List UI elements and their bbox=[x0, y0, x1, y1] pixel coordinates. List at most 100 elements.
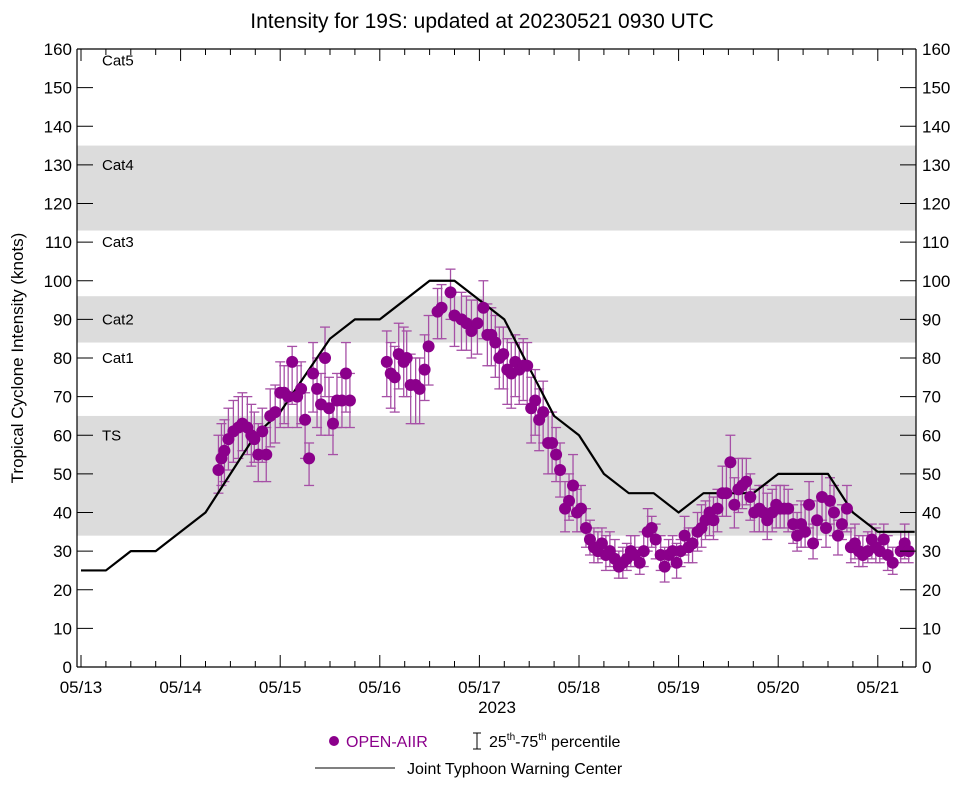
open-aiir-point bbox=[554, 464, 567, 477]
open-aiir-point bbox=[637, 545, 650, 558]
category-label-cat4: Cat4 bbox=[102, 157, 134, 174]
open-aiir-point bbox=[307, 367, 320, 380]
open-aiir-point bbox=[563, 494, 576, 507]
open-aiir-point bbox=[311, 382, 324, 395]
open-aiir-point bbox=[807, 537, 820, 550]
open-aiir-point bbox=[546, 436, 559, 449]
open-aiir-point bbox=[724, 456, 737, 469]
y-tick-label-left: 140 bbox=[44, 117, 72, 136]
y-tick-label-right: 140 bbox=[922, 117, 950, 136]
y-tick-label-right: 30 bbox=[922, 542, 941, 561]
y-tick-label-left: 90 bbox=[53, 310, 72, 329]
open-aiir-point bbox=[831, 529, 844, 542]
open-aiir-point bbox=[521, 359, 534, 372]
open-aiir-point bbox=[400, 352, 413, 364]
y-tick-label-right: 130 bbox=[922, 156, 950, 175]
legend: OPEN-AIIR 25th-75th percentile Joint Typho… bbox=[315, 732, 623, 778]
x-tick-label: 05/15 bbox=[259, 678, 302, 697]
open-aiir-points bbox=[212, 286, 915, 573]
y-tick-label-left: 20 bbox=[53, 581, 72, 600]
open-aiir-point bbox=[678, 529, 691, 542]
open-aiir-point bbox=[435, 301, 448, 314]
band-ts bbox=[77, 415, 916, 536]
y-tick-label-right: 40 bbox=[922, 504, 941, 523]
y-tick-label-right: 20 bbox=[922, 581, 941, 600]
open-aiir-point bbox=[256, 425, 269, 438]
y-tick-label-left: 0 bbox=[63, 658, 72, 677]
open-aiir-point bbox=[782, 502, 795, 515]
open-aiir-point bbox=[248, 433, 261, 446]
legend-label-percentile: 25th-75th percentile bbox=[489, 732, 621, 751]
y-tick-label-left: 110 bbox=[45, 233, 72, 252]
y-tick-label-left: 130 bbox=[44, 156, 72, 175]
open-aiir-point bbox=[840, 502, 853, 515]
open-aiir-point bbox=[319, 352, 332, 364]
band-cat4 bbox=[77, 145, 916, 231]
open-aiir-point bbox=[720, 487, 733, 500]
open-aiir-point bbox=[728, 498, 741, 511]
open-aiir-point bbox=[269, 406, 282, 419]
y-tick-label-right: 150 bbox=[922, 79, 950, 98]
open-aiir-point bbox=[707, 514, 720, 527]
x-axis-label: 2023 bbox=[478, 698, 516, 717]
open-aiir-point bbox=[595, 537, 608, 550]
open-aiir-point bbox=[260, 448, 273, 461]
open-aiir-point bbox=[218, 444, 231, 457]
category-label-ts: TS bbox=[102, 427, 121, 444]
open-aiir-point bbox=[886, 556, 899, 569]
category-label-cat5: Cat5 bbox=[102, 53, 134, 70]
y-tick-label-left: 150 bbox=[44, 79, 72, 98]
y-axis-label: Tropical Cyclone Intensity (knots) bbox=[8, 233, 27, 484]
y-tick-label-left: 10 bbox=[53, 619, 72, 638]
y-tick-label-right: 0 bbox=[922, 658, 931, 677]
open-aiir-point bbox=[529, 394, 542, 407]
category-label-cat1: Cat1 bbox=[102, 350, 134, 367]
open-aiir-point bbox=[413, 382, 426, 395]
open-aiir-point bbox=[649, 533, 662, 546]
axes: 0 0 10 10 20 20 30 30 40 40 50 50 60 60 70 70 80 80 90 90 10… bbox=[44, 40, 951, 697]
category-label-cat2: Cat2 bbox=[102, 311, 134, 328]
y-tick-label-right: 70 bbox=[922, 388, 941, 407]
open-aiir-point bbox=[658, 560, 671, 573]
open-aiir-point bbox=[835, 518, 848, 531]
y-tick-label-right: 100 bbox=[922, 272, 950, 291]
x-tick-label: 05/21 bbox=[857, 678, 900, 697]
open-aiir-point bbox=[212, 464, 225, 477]
y-tick-label-left: 100 bbox=[44, 272, 72, 291]
y-tick-label-left: 60 bbox=[53, 426, 72, 445]
open-aiir-point bbox=[380, 355, 393, 368]
open-aiir-point bbox=[418, 363, 431, 376]
open-aiir-point bbox=[686, 537, 699, 550]
y-tick-label-right: 60 bbox=[922, 426, 941, 445]
open-aiir-point bbox=[799, 525, 812, 538]
category-label-cat3: Cat3 bbox=[102, 234, 134, 251]
y-tick-label-right: 90 bbox=[922, 310, 941, 329]
open-aiir-point bbox=[744, 491, 757, 504]
open-aiir-point bbox=[827, 506, 840, 519]
category-labels: TS Cat1 Cat2 Cat3 Cat4 Cat5 bbox=[102, 53, 134, 445]
x-tick-label: 05/14 bbox=[159, 678, 202, 697]
open-aiir-point bbox=[567, 479, 580, 492]
y-tick-label-right: 10 bbox=[922, 619, 941, 638]
open-aiir-point bbox=[537, 406, 550, 419]
y-tick-label-left: 40 bbox=[53, 504, 72, 523]
open-aiir-point bbox=[282, 390, 295, 403]
y-tick-label-left: 80 bbox=[53, 349, 72, 368]
legend-label-jtwc: Joint Typhoon Warning Center bbox=[407, 761, 623, 778]
y-tick-label-left: 50 bbox=[53, 465, 72, 484]
open-aiir-point bbox=[303, 452, 316, 465]
open-aiir-point bbox=[323, 402, 336, 415]
x-tick-label: 05/18 bbox=[558, 678, 601, 697]
x-tick-label: 05/16 bbox=[359, 678, 402, 697]
open-aiir-point bbox=[477, 301, 490, 314]
open-aiir-point bbox=[670, 556, 683, 569]
y-tick-label-right: 120 bbox=[922, 195, 950, 214]
x-tick-label: 05/13 bbox=[60, 678, 103, 697]
open-aiir-point bbox=[326, 417, 339, 430]
y-tick-label-left: 120 bbox=[44, 195, 72, 214]
open-aiir-point bbox=[295, 382, 308, 395]
open-aiir-point bbox=[286, 355, 299, 368]
y-tick-label-right: 50 bbox=[922, 465, 941, 484]
x-tick-label: 05/19 bbox=[657, 678, 700, 697]
